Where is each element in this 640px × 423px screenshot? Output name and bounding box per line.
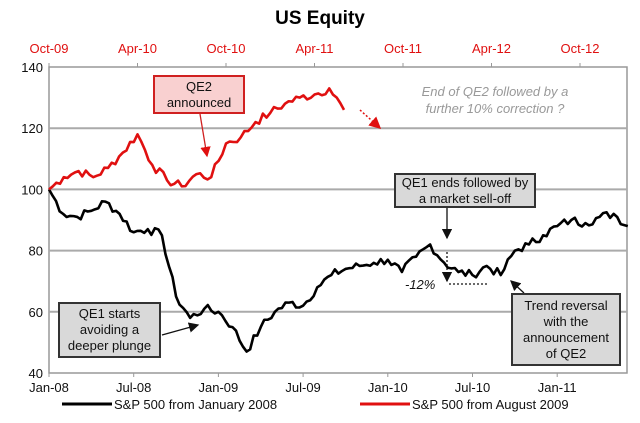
correction-arrow	[359, 109, 382, 130]
chart-title: US Equity	[275, 8, 365, 29]
qe1-ends-line1: QE1 ends followed by	[401, 174, 529, 190]
end-qe2-note: End of QE2 followed by a further 10% cor…	[385, 83, 605, 117]
drop-label: -12%	[405, 277, 435, 292]
end-qe2-line1: End of QE2 followed by a	[421, 84, 569, 99]
trend-line2: with the	[543, 313, 589, 329]
qe1-starts-line1: QE1 starts	[78, 306, 141, 321]
qe1-starts-line3: deeper plunge	[67, 338, 152, 353]
qe2-annotation: QE2 announced	[153, 75, 245, 114]
legend-label-red: S&P 500 from August 2009	[412, 397, 569, 412]
bottom-x-tick-label: Jan-10	[368, 380, 408, 395]
bottom-x-tick-label: Jan-09	[199, 380, 239, 395]
y-tick-label: 60	[29, 305, 43, 320]
trend-line1: Trend reversal	[524, 297, 608, 313]
top-x-tick-label: Apr-11	[295, 41, 333, 56]
y-tick-label: 120	[21, 121, 43, 136]
trend-line3: announcement	[522, 329, 609, 345]
top-x-tick-label: Oct-09	[29, 41, 68, 56]
qe1-ends-annotation: QE1 ends followed by a market sell-off	[394, 173, 536, 208]
qe1-starts-line2: avoiding a	[79, 322, 140, 337]
bottom-x-tick-label: Jul-09	[285, 380, 320, 395]
top-x-tick-label: Oct-10	[206, 41, 245, 56]
trend-reversal-annotation: Trend reversal with the announcement of QE2	[511, 293, 621, 366]
end-qe2-line2: further 10% correction ?	[425, 101, 565, 116]
bottom-x-tick-label: Jan-11	[538, 380, 577, 395]
qe2-arrow	[199, 113, 211, 158]
bottom-x-tick-label: Jan-08	[29, 380, 69, 395]
qe1-starts-arrow	[161, 322, 200, 336]
plot-frame	[48, 66, 628, 374]
top-x-tick-label: Oct-12	[560, 41, 599, 56]
qe2-line2: announced	[166, 94, 232, 110]
legend-label-black: S&P 500 from January 2008	[114, 397, 277, 412]
bottom-x-tick-label: Jul-08	[116, 380, 151, 395]
qe1-ends-line2: a market sell-off	[418, 190, 512, 206]
trend-line4: of QE2	[545, 345, 587, 361]
y-tick-label: 140	[21, 60, 43, 75]
y-tick-label: 100	[21, 182, 43, 197]
top-x-tick-label: Apr-12	[472, 41, 511, 56]
top-x-tick-label: Oct-11	[384, 41, 422, 56]
series-line	[47, 188, 629, 353]
series-line	[48, 87, 346, 191]
trend-arrow	[510, 280, 525, 294]
qe1-starts-annotation: QE1 starts avoiding a deeper plunge	[58, 302, 161, 358]
y-tick-label: 40	[29, 366, 43, 381]
y-tick-label: 80	[29, 244, 43, 259]
bottom-x-tick-label: Jul-10	[455, 380, 490, 395]
top-x-tick-label: Apr-10	[118, 41, 157, 56]
qe2-line1: QE2	[185, 78, 212, 94]
